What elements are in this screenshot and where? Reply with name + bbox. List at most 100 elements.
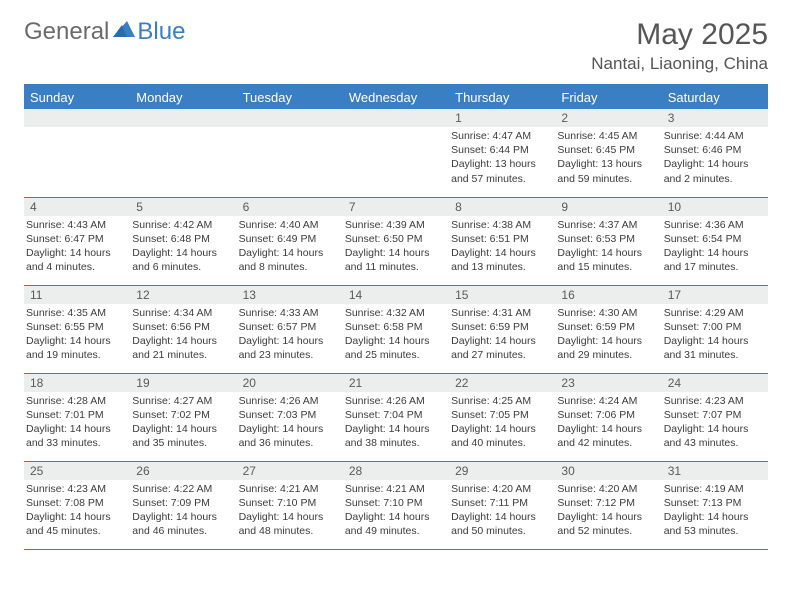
calendar-day-cell (24, 109, 130, 197)
weekday-header: Wednesday (343, 85, 449, 109)
calendar-day-cell (237, 109, 343, 197)
calendar-day-cell: 18Sunrise: 4:28 AMSunset: 7:01 PMDayligh… (24, 373, 130, 461)
calendar-day-cell: 15Sunrise: 4:31 AMSunset: 6:59 PMDayligh… (449, 285, 555, 373)
calendar-day-cell: 5Sunrise: 4:42 AMSunset: 6:48 PMDaylight… (130, 197, 236, 285)
calendar-day-cell: 19Sunrise: 4:27 AMSunset: 7:02 PMDayligh… (130, 373, 236, 461)
day-details: Sunrise: 4:33 AMSunset: 6:57 PMDaylight:… (237, 304, 343, 365)
month-title: May 2025 (591, 18, 768, 52)
day-details: Sunrise: 4:20 AMSunset: 7:12 PMDaylight:… (555, 480, 661, 541)
day-number: 25 (24, 462, 130, 480)
day-details: Sunrise: 4:24 AMSunset: 7:06 PMDaylight:… (555, 392, 661, 453)
weekday-header: Friday (555, 85, 661, 109)
day-details: Sunrise: 4:28 AMSunset: 7:01 PMDaylight:… (24, 392, 130, 453)
weekday-header: Sunday (24, 85, 130, 109)
day-number: 19 (130, 374, 236, 392)
day-details: Sunrise: 4:23 AMSunset: 7:07 PMDaylight:… (662, 392, 768, 453)
calendar-week-row: 25Sunrise: 4:23 AMSunset: 7:08 PMDayligh… (24, 461, 768, 549)
calendar-day-cell: 6Sunrise: 4:40 AMSunset: 6:49 PMDaylight… (237, 197, 343, 285)
day-details: Sunrise: 4:47 AMSunset: 6:44 PMDaylight:… (449, 127, 555, 188)
day-number: 20 (237, 374, 343, 392)
calendar-day-cell: 30Sunrise: 4:20 AMSunset: 7:12 PMDayligh… (555, 461, 661, 549)
calendar-day-cell: 11Sunrise: 4:35 AMSunset: 6:55 PMDayligh… (24, 285, 130, 373)
calendar-day-cell: 9Sunrise: 4:37 AMSunset: 6:53 PMDaylight… (555, 197, 661, 285)
calendar-day-cell: 23Sunrise: 4:24 AMSunset: 7:06 PMDayligh… (555, 373, 661, 461)
day-number: 12 (130, 286, 236, 304)
calendar-day-cell: 7Sunrise: 4:39 AMSunset: 6:50 PMDaylight… (343, 197, 449, 285)
day-number: 6 (237, 198, 343, 216)
calendar-day-cell: 21Sunrise: 4:26 AMSunset: 7:04 PMDayligh… (343, 373, 449, 461)
day-number: 30 (555, 462, 661, 480)
day-details: Sunrise: 4:32 AMSunset: 6:58 PMDaylight:… (343, 304, 449, 365)
day-details: Sunrise: 4:30 AMSunset: 6:59 PMDaylight:… (555, 304, 661, 365)
day-details: Sunrise: 4:45 AMSunset: 6:45 PMDaylight:… (555, 127, 661, 188)
day-number: 3 (662, 109, 768, 127)
logo: General Blue (24, 18, 185, 46)
day-details: Sunrise: 4:31 AMSunset: 6:59 PMDaylight:… (449, 304, 555, 365)
day-details: Sunrise: 4:43 AMSunset: 6:47 PMDaylight:… (24, 216, 130, 277)
day-details: Sunrise: 4:39 AMSunset: 6:50 PMDaylight:… (343, 216, 449, 277)
day-number: 15 (449, 286, 555, 304)
day-number: 29 (449, 462, 555, 480)
day-details: Sunrise: 4:22 AMSunset: 7:09 PMDaylight:… (130, 480, 236, 541)
day-number: 31 (662, 462, 768, 480)
day-number (237, 109, 343, 127)
day-details: Sunrise: 4:37 AMSunset: 6:53 PMDaylight:… (555, 216, 661, 277)
day-number: 17 (662, 286, 768, 304)
calendar-day-cell: 12Sunrise: 4:34 AMSunset: 6:56 PMDayligh… (130, 285, 236, 373)
logo-text-blue: Blue (137, 18, 185, 46)
weekday-header: Tuesday (237, 85, 343, 109)
calendar-day-cell: 4Sunrise: 4:43 AMSunset: 6:47 PMDaylight… (24, 197, 130, 285)
weekday-header: Monday (130, 85, 236, 109)
day-details: Sunrise: 4:36 AMSunset: 6:54 PMDaylight:… (662, 216, 768, 277)
weekday-header: Saturday (662, 85, 768, 109)
day-number (343, 109, 449, 127)
day-details: Sunrise: 4:21 AMSunset: 7:10 PMDaylight:… (237, 480, 343, 541)
calendar-week-row: 18Sunrise: 4:28 AMSunset: 7:01 PMDayligh… (24, 373, 768, 461)
weekday-header-row: Sunday Monday Tuesday Wednesday Thursday… (24, 85, 768, 109)
calendar-week-row: 11Sunrise: 4:35 AMSunset: 6:55 PMDayligh… (24, 285, 768, 373)
day-number: 11 (24, 286, 130, 304)
calendar-day-cell: 31Sunrise: 4:19 AMSunset: 7:13 PMDayligh… (662, 461, 768, 549)
day-details: Sunrise: 4:42 AMSunset: 6:48 PMDaylight:… (130, 216, 236, 277)
day-number: 23 (555, 374, 661, 392)
triangle-icon (113, 19, 135, 37)
day-details: Sunrise: 4:40 AMSunset: 6:49 PMDaylight:… (237, 216, 343, 277)
day-details: Sunrise: 4:20 AMSunset: 7:11 PMDaylight:… (449, 480, 555, 541)
day-details: Sunrise: 4:26 AMSunset: 7:04 PMDaylight:… (343, 392, 449, 453)
day-details: Sunrise: 4:27 AMSunset: 7:02 PMDaylight:… (130, 392, 236, 453)
calendar-day-cell: 24Sunrise: 4:23 AMSunset: 7:07 PMDayligh… (662, 373, 768, 461)
day-number: 4 (24, 198, 130, 216)
day-details: Sunrise: 4:35 AMSunset: 6:55 PMDaylight:… (24, 304, 130, 365)
calendar-day-cell: 28Sunrise: 4:21 AMSunset: 7:10 PMDayligh… (343, 461, 449, 549)
day-number (130, 109, 236, 127)
calendar-day-cell: 1Sunrise: 4:47 AMSunset: 6:44 PMDaylight… (449, 109, 555, 197)
day-number: 27 (237, 462, 343, 480)
location-text: Nantai, Liaoning, China (591, 54, 768, 74)
calendar-page: General Blue May 2025 Nantai, Liaoning, … (0, 0, 792, 568)
day-details: Sunrise: 4:23 AMSunset: 7:08 PMDaylight:… (24, 480, 130, 541)
day-number: 2 (555, 109, 661, 127)
calendar-day-cell: 13Sunrise: 4:33 AMSunset: 6:57 PMDayligh… (237, 285, 343, 373)
calendar-day-cell: 3Sunrise: 4:44 AMSunset: 6:46 PMDaylight… (662, 109, 768, 197)
day-number: 8 (449, 198, 555, 216)
day-details: Sunrise: 4:19 AMSunset: 7:13 PMDaylight:… (662, 480, 768, 541)
day-details: Sunrise: 4:34 AMSunset: 6:56 PMDaylight:… (130, 304, 236, 365)
calendar-day-cell: 29Sunrise: 4:20 AMSunset: 7:11 PMDayligh… (449, 461, 555, 549)
day-number: 24 (662, 374, 768, 392)
calendar-day-cell: 17Sunrise: 4:29 AMSunset: 7:00 PMDayligh… (662, 285, 768, 373)
calendar-day-cell: 2Sunrise: 4:45 AMSunset: 6:45 PMDaylight… (555, 109, 661, 197)
day-details: Sunrise: 4:44 AMSunset: 6:46 PMDaylight:… (662, 127, 768, 188)
day-number: 7 (343, 198, 449, 216)
day-number: 1 (449, 109, 555, 127)
day-number: 5 (130, 198, 236, 216)
calendar-day-cell: 16Sunrise: 4:30 AMSunset: 6:59 PMDayligh… (555, 285, 661, 373)
title-block: May 2025 Nantai, Liaoning, China (591, 18, 768, 74)
calendar-day-cell (343, 109, 449, 197)
calendar-table: Sunday Monday Tuesday Wednesday Thursday… (24, 84, 768, 550)
calendar-week-row: 4Sunrise: 4:43 AMSunset: 6:47 PMDaylight… (24, 197, 768, 285)
day-number: 10 (662, 198, 768, 216)
day-details: Sunrise: 4:38 AMSunset: 6:51 PMDaylight:… (449, 216, 555, 277)
day-details: Sunrise: 4:29 AMSunset: 7:00 PMDaylight:… (662, 304, 768, 365)
calendar-day-cell: 22Sunrise: 4:25 AMSunset: 7:05 PMDayligh… (449, 373, 555, 461)
day-number (24, 109, 130, 127)
